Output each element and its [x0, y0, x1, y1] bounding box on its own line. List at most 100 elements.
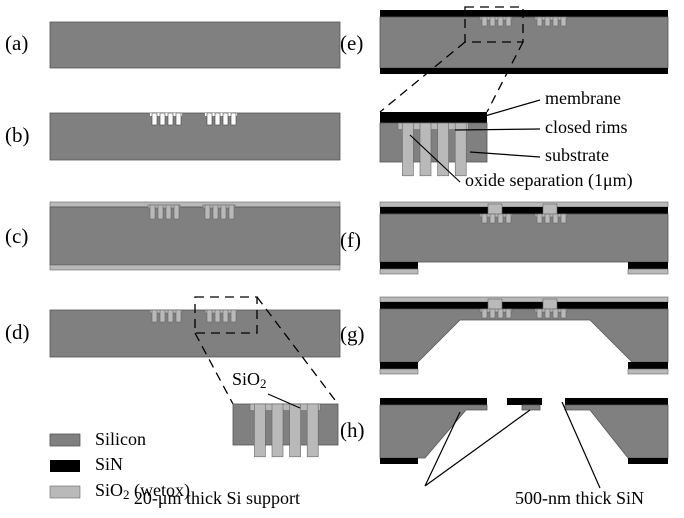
- trench: [506, 214, 511, 223]
- trench: [553, 17, 558, 26]
- trench: [231, 113, 236, 125]
- trench: [160, 113, 165, 125]
- trench: [490, 17, 495, 26]
- text: (wetox): [130, 480, 190, 501]
- trench: [168, 113, 173, 125]
- layer: [380, 309, 668, 362]
- layer: [507, 398, 542, 405]
- trench: [290, 404, 301, 457]
- trench: [166, 205, 171, 219]
- layer: [565, 405, 668, 458]
- layer: [50, 265, 340, 270]
- trench: [213, 205, 218, 219]
- trench: [402, 123, 413, 176]
- panel-label: (c): [5, 224, 28, 248]
- trench: [455, 123, 466, 176]
- process-diagram: (a) (b) (c) (d) (e) (f) (g) (h) membrane…: [0, 0, 684, 518]
- layer: [380, 207, 668, 214]
- layer: [628, 369, 668, 374]
- trench: [223, 113, 228, 125]
- layer: [380, 262, 418, 269]
- layer: [565, 398, 668, 405]
- trench: [537, 214, 542, 223]
- legend-label: SiO2 (wetox): [95, 480, 190, 502]
- layer: [380, 398, 487, 405]
- trench: [537, 17, 542, 26]
- trench: [561, 214, 566, 223]
- trench: [506, 309, 511, 318]
- trench: [498, 214, 503, 223]
- trench: [498, 309, 503, 318]
- layer: [380, 362, 418, 369]
- trench: [553, 309, 558, 318]
- panel-label: (b): [5, 123, 30, 147]
- trench: [438, 123, 449, 176]
- text: SiO: [232, 369, 260, 389]
- trench: [207, 310, 212, 322]
- trench: [221, 205, 226, 219]
- trench: [231, 310, 236, 322]
- layer: [380, 10, 668, 17]
- layer: [380, 405, 487, 458]
- trench: [215, 310, 220, 322]
- panel-label: (f): [340, 228, 361, 252]
- trench: [254, 404, 265, 457]
- layer: [628, 262, 668, 269]
- trench: [490, 309, 495, 318]
- layer: [628, 269, 668, 274]
- trench: [215, 113, 220, 125]
- panel-label: (g): [340, 322, 365, 346]
- layer: [50, 22, 340, 68]
- trench: [150, 205, 155, 219]
- annotation: 500-nm thick SiN: [515, 488, 644, 508]
- trench: [482, 214, 487, 223]
- legend-label: SiN: [95, 454, 123, 474]
- layer: [50, 207, 340, 265]
- layer: [380, 297, 668, 302]
- trench: [545, 214, 550, 223]
- trench: [537, 309, 542, 318]
- text: SiO: [95, 480, 123, 500]
- trench: [207, 113, 212, 125]
- trench: [545, 309, 550, 318]
- layer: [380, 68, 668, 74]
- legend-label: Silicon: [95, 429, 146, 449]
- trench: [561, 17, 566, 26]
- layer: [628, 362, 668, 369]
- trench: [272, 404, 283, 457]
- layer: [380, 214, 668, 262]
- panel-label: (h): [340, 418, 365, 442]
- annotation: SiO2: [232, 369, 267, 391]
- layer: [628, 458, 668, 464]
- trench: [168, 310, 173, 322]
- trench: [498, 17, 503, 26]
- trench: [174, 205, 179, 219]
- trench: [553, 214, 558, 223]
- annotation: oxide separation (1μm): [465, 170, 633, 191]
- layer: [50, 202, 340, 207]
- layer: [50, 113, 340, 160]
- layer: [380, 269, 418, 274]
- annotation: membrane: [545, 88, 621, 108]
- subscript: 2: [260, 376, 267, 391]
- trench: [152, 113, 157, 125]
- trench: [307, 404, 318, 457]
- annotation: substrate: [545, 145, 609, 165]
- trench: [158, 205, 163, 219]
- legend-swatch: [50, 460, 80, 472]
- trench: [205, 205, 210, 219]
- layer: [380, 17, 668, 68]
- panel-label: (a): [5, 31, 28, 55]
- layer: [380, 302, 668, 309]
- trench: [482, 17, 487, 26]
- layer: [380, 202, 668, 207]
- annotation: closed rims: [545, 117, 628, 137]
- panel-label: (d): [5, 320, 30, 344]
- trench: [176, 310, 181, 322]
- layer: [380, 369, 418, 374]
- trench: [490, 214, 495, 223]
- trench: [506, 17, 511, 26]
- trench: [545, 17, 550, 26]
- legend-swatch: [50, 434, 80, 446]
- panel-label: (e): [340, 31, 363, 55]
